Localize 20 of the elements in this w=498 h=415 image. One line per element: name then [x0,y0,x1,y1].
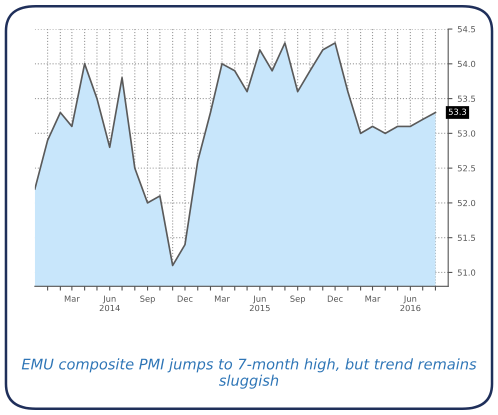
text: EMU composite PMI jumps to 7-month high, but trend remains sluggish [22,358,476,389]
x-tick-label: Jun 2016 [400,296,420,312]
y-tick-label: 53.5 [458,96,476,102]
x-tick-label: Mar [214,296,230,302]
x-tick-label: Jun 2014 [100,296,120,312]
x-tick-label: Dec [178,296,193,302]
y-tick-label: 51.5 [458,234,476,241]
x-tick-label: Sep [290,296,306,304]
x-tick-label: Mar [365,296,380,302]
y-tick-label: 52.5 [458,165,476,172]
y-tick-label: 54.5 [458,26,476,32]
y-tick-label: 54.0 [458,60,476,68]
y-tick-label: 52.0 [458,200,476,206]
y-tick-label: 51.0 [458,269,476,276]
x-tick-label: Dec [328,296,343,302]
x-tick-label: Sep [140,296,155,304]
x-tick-label: Jun 2015 [250,296,270,312]
y-tick-label: 53.0 [458,130,476,137]
annotation: 53.3 [448,108,466,115]
x-tick-label: Mar [64,296,80,302]
